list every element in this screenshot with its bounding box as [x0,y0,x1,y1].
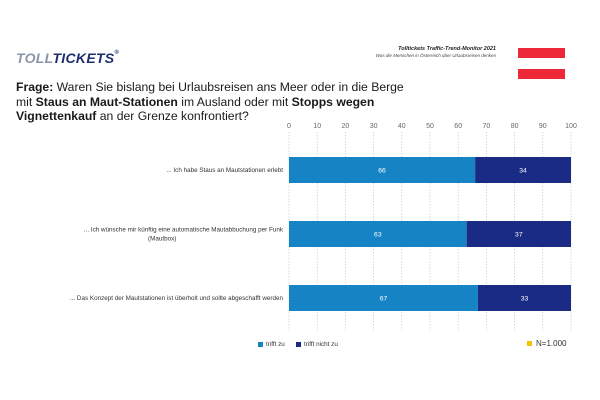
data-label-trifft-zu-3: 67 [380,296,388,303]
legend-label-trifft-nicht-zu: trifft nicht zu [304,341,338,348]
data-label-trifft-nicht-zu-1: 34 [519,168,527,175]
data-label-trifft-zu-2: 63 [374,232,382,239]
legend-swatch-trifft-zu [258,342,263,347]
x-tick-label-100: 100 [565,123,577,130]
bar-trifft-zu-2 [289,221,467,247]
question-bold-2: Stopps wegen Vignettenkauf [16,94,375,124]
data-label-trifft-nicht-zu-3: 33 [521,296,529,303]
x-tick-label-90: 90 [539,123,547,130]
category-label-1: ... Ich habe Staus an Mautstationen erle… [166,167,283,174]
legend-swatch-trifft-nicht-zu [296,342,301,347]
question-bold-1: Staus an Maut-Stationen [35,94,178,109]
category-label-2-line-1: ... Ich wünsche mir künftig eine automat… [84,227,284,234]
bar-trifft-nicht-zu-1 [475,157,571,183]
legend-item-trifft-nicht-zu: trifft nicht zu [296,341,338,348]
x-tick-label-30: 30 [370,123,378,130]
bar-trifft-nicht-zu-2 [466,221,571,247]
x-tick-label-80: 80 [511,123,519,130]
logo-registered-mark: ® [114,50,120,56]
survey-question: Frage: Waren Sie bislang bei Urlaubsreis… [16,80,416,124]
question-text-2: im Ausland oder mit [177,94,292,109]
sample-size-label: N=1.000 [536,339,567,348]
legend-item-trifft-zu: trifft zu [258,341,285,348]
logo-part2: TICKETS [52,50,115,66]
x-tick-label-70: 70 [483,123,491,130]
question-text-3: an der Grenze konfrontiert? [96,109,249,123]
logo-part1: TOLL [16,50,53,66]
sample-size-marker [527,341,532,346]
x-tick-label-50: 50 [426,123,434,130]
data-label-trifft-zu-1: 66 [378,168,386,175]
tolltickets-logo: TOLLTICKETS® [16,50,119,66]
bar-trifft-zu-1 [289,157,476,183]
category-label-2-line-2: (Mautbox) [148,236,176,243]
bar-trifft-nicht-zu-3 [477,285,571,311]
question-text-1: Waren Sie bislang bei Urlaubsreisen ans … [16,80,404,109]
x-tick-label-10: 10 [313,123,321,130]
x-tick-label-40: 40 [398,123,406,130]
x-tick-label-60: 60 [454,123,462,130]
question-prefix: Frage: [16,80,54,94]
bar-trifft-zu-3 [289,285,478,311]
report-title: Tolltickets Traffic-Trend-Monitor 2021 [398,46,496,52]
x-tick-label-0: 0 [287,123,291,130]
x-tick-label-20: 20 [342,123,350,130]
sample-size-note: N=1.000 [527,339,566,348]
legend-label-trifft-zu: trifft zu [266,341,285,348]
category-label-3: ... Das Konzept der Mautstationen ist üb… [70,295,284,302]
report-subtitle: Was die Menschen in Österreich über Urla… [375,53,496,58]
data-label-trifft-nicht-zu-2: 37 [515,232,523,239]
austria-flag-icon [518,48,565,79]
